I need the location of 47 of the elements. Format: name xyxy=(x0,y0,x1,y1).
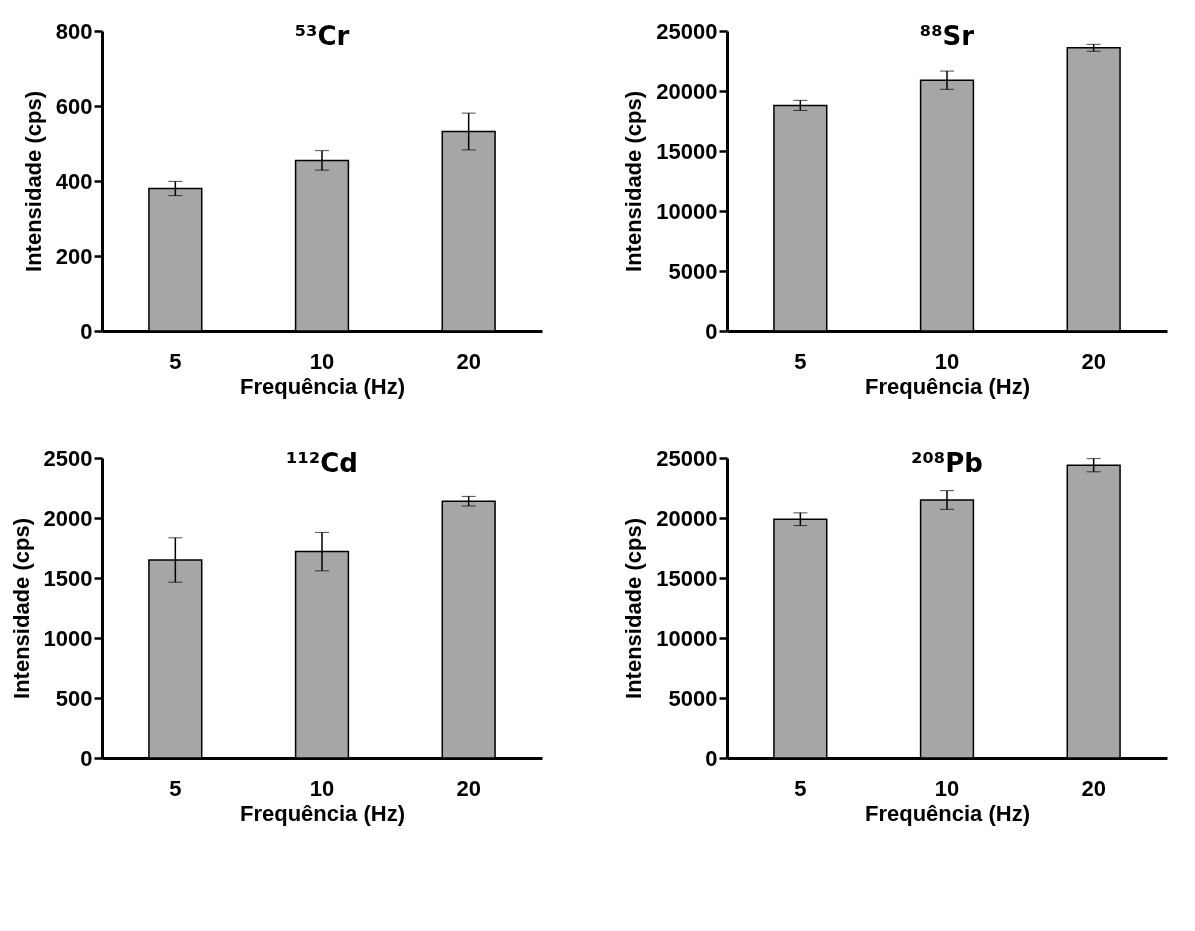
y-tick-label: 15000 xyxy=(656,138,718,164)
x-tick-label: 20 xyxy=(1081,348,1106,374)
y-axis-title: Intensidade (cps) xyxy=(8,518,34,699)
y-tick-label: 600 xyxy=(55,93,93,119)
x-axis-title: Frequência (Hz) xyxy=(239,373,406,399)
chart-title: ⁸⁸Sr xyxy=(919,21,975,51)
y-axis-title: Intensidade (cps) xyxy=(621,518,647,699)
y-tick-label: 200 xyxy=(55,243,93,269)
x-tick-label: 5 xyxy=(794,348,807,374)
x-tick-label: 10 xyxy=(934,348,960,374)
x-tick-label: 20 xyxy=(1081,775,1106,801)
x-tick-label: 5 xyxy=(169,348,182,374)
y-tick-label: 1500 xyxy=(43,565,93,591)
y-tick-label: 0 xyxy=(80,745,93,771)
y-tick-label: 2500 xyxy=(43,445,93,471)
x-axis-title: Frequência (Hz) xyxy=(864,373,1031,399)
x-axis-title: Frequência (Hz) xyxy=(239,800,406,826)
y-axis-title: Intensidade (cps) xyxy=(20,91,46,272)
y-tick-label: 25000 xyxy=(656,445,718,471)
y-tick-label: 0 xyxy=(705,745,718,771)
y-tick-label: 20000 xyxy=(656,78,718,104)
x-tick-label: 5 xyxy=(169,775,182,801)
chart-title: ⁵³Cr xyxy=(294,21,350,51)
chart-title: ¹¹²Cd xyxy=(286,448,358,478)
y-tick-label: 20000 xyxy=(656,505,718,531)
y-tick-label: 5000 xyxy=(668,685,718,711)
y-axis-title: Intensidade (cps) xyxy=(621,91,647,272)
y-tick-label: 0 xyxy=(705,318,718,344)
y-tick-label: 25000 xyxy=(656,18,718,44)
y-tick-label: 400 xyxy=(55,168,93,194)
y-tick-label: 10000 xyxy=(656,625,718,651)
y-tick-label: 5000 xyxy=(668,258,718,284)
x-tick-label: 10 xyxy=(309,348,335,374)
x-axis-title: Frequência (Hz) xyxy=(864,800,1031,826)
x-tick-label: 20 xyxy=(456,775,481,801)
y-tick-label: 500 xyxy=(55,685,93,711)
y-tick-label: 10000 xyxy=(656,198,718,224)
x-tick-label: 10 xyxy=(309,775,335,801)
y-tick-label: 15000 xyxy=(656,565,718,591)
x-tick-label: 10 xyxy=(934,775,960,801)
y-tick-label: 1000 xyxy=(43,625,93,651)
y-tick-label: 800 xyxy=(55,18,93,44)
x-tick-label: 5 xyxy=(794,775,807,801)
x-tick-label: 20 xyxy=(456,348,481,374)
y-tick-label: 0 xyxy=(80,318,93,344)
y-tick-label: 2000 xyxy=(43,505,93,531)
chart-title: ²⁰⁸Pb xyxy=(911,448,983,478)
